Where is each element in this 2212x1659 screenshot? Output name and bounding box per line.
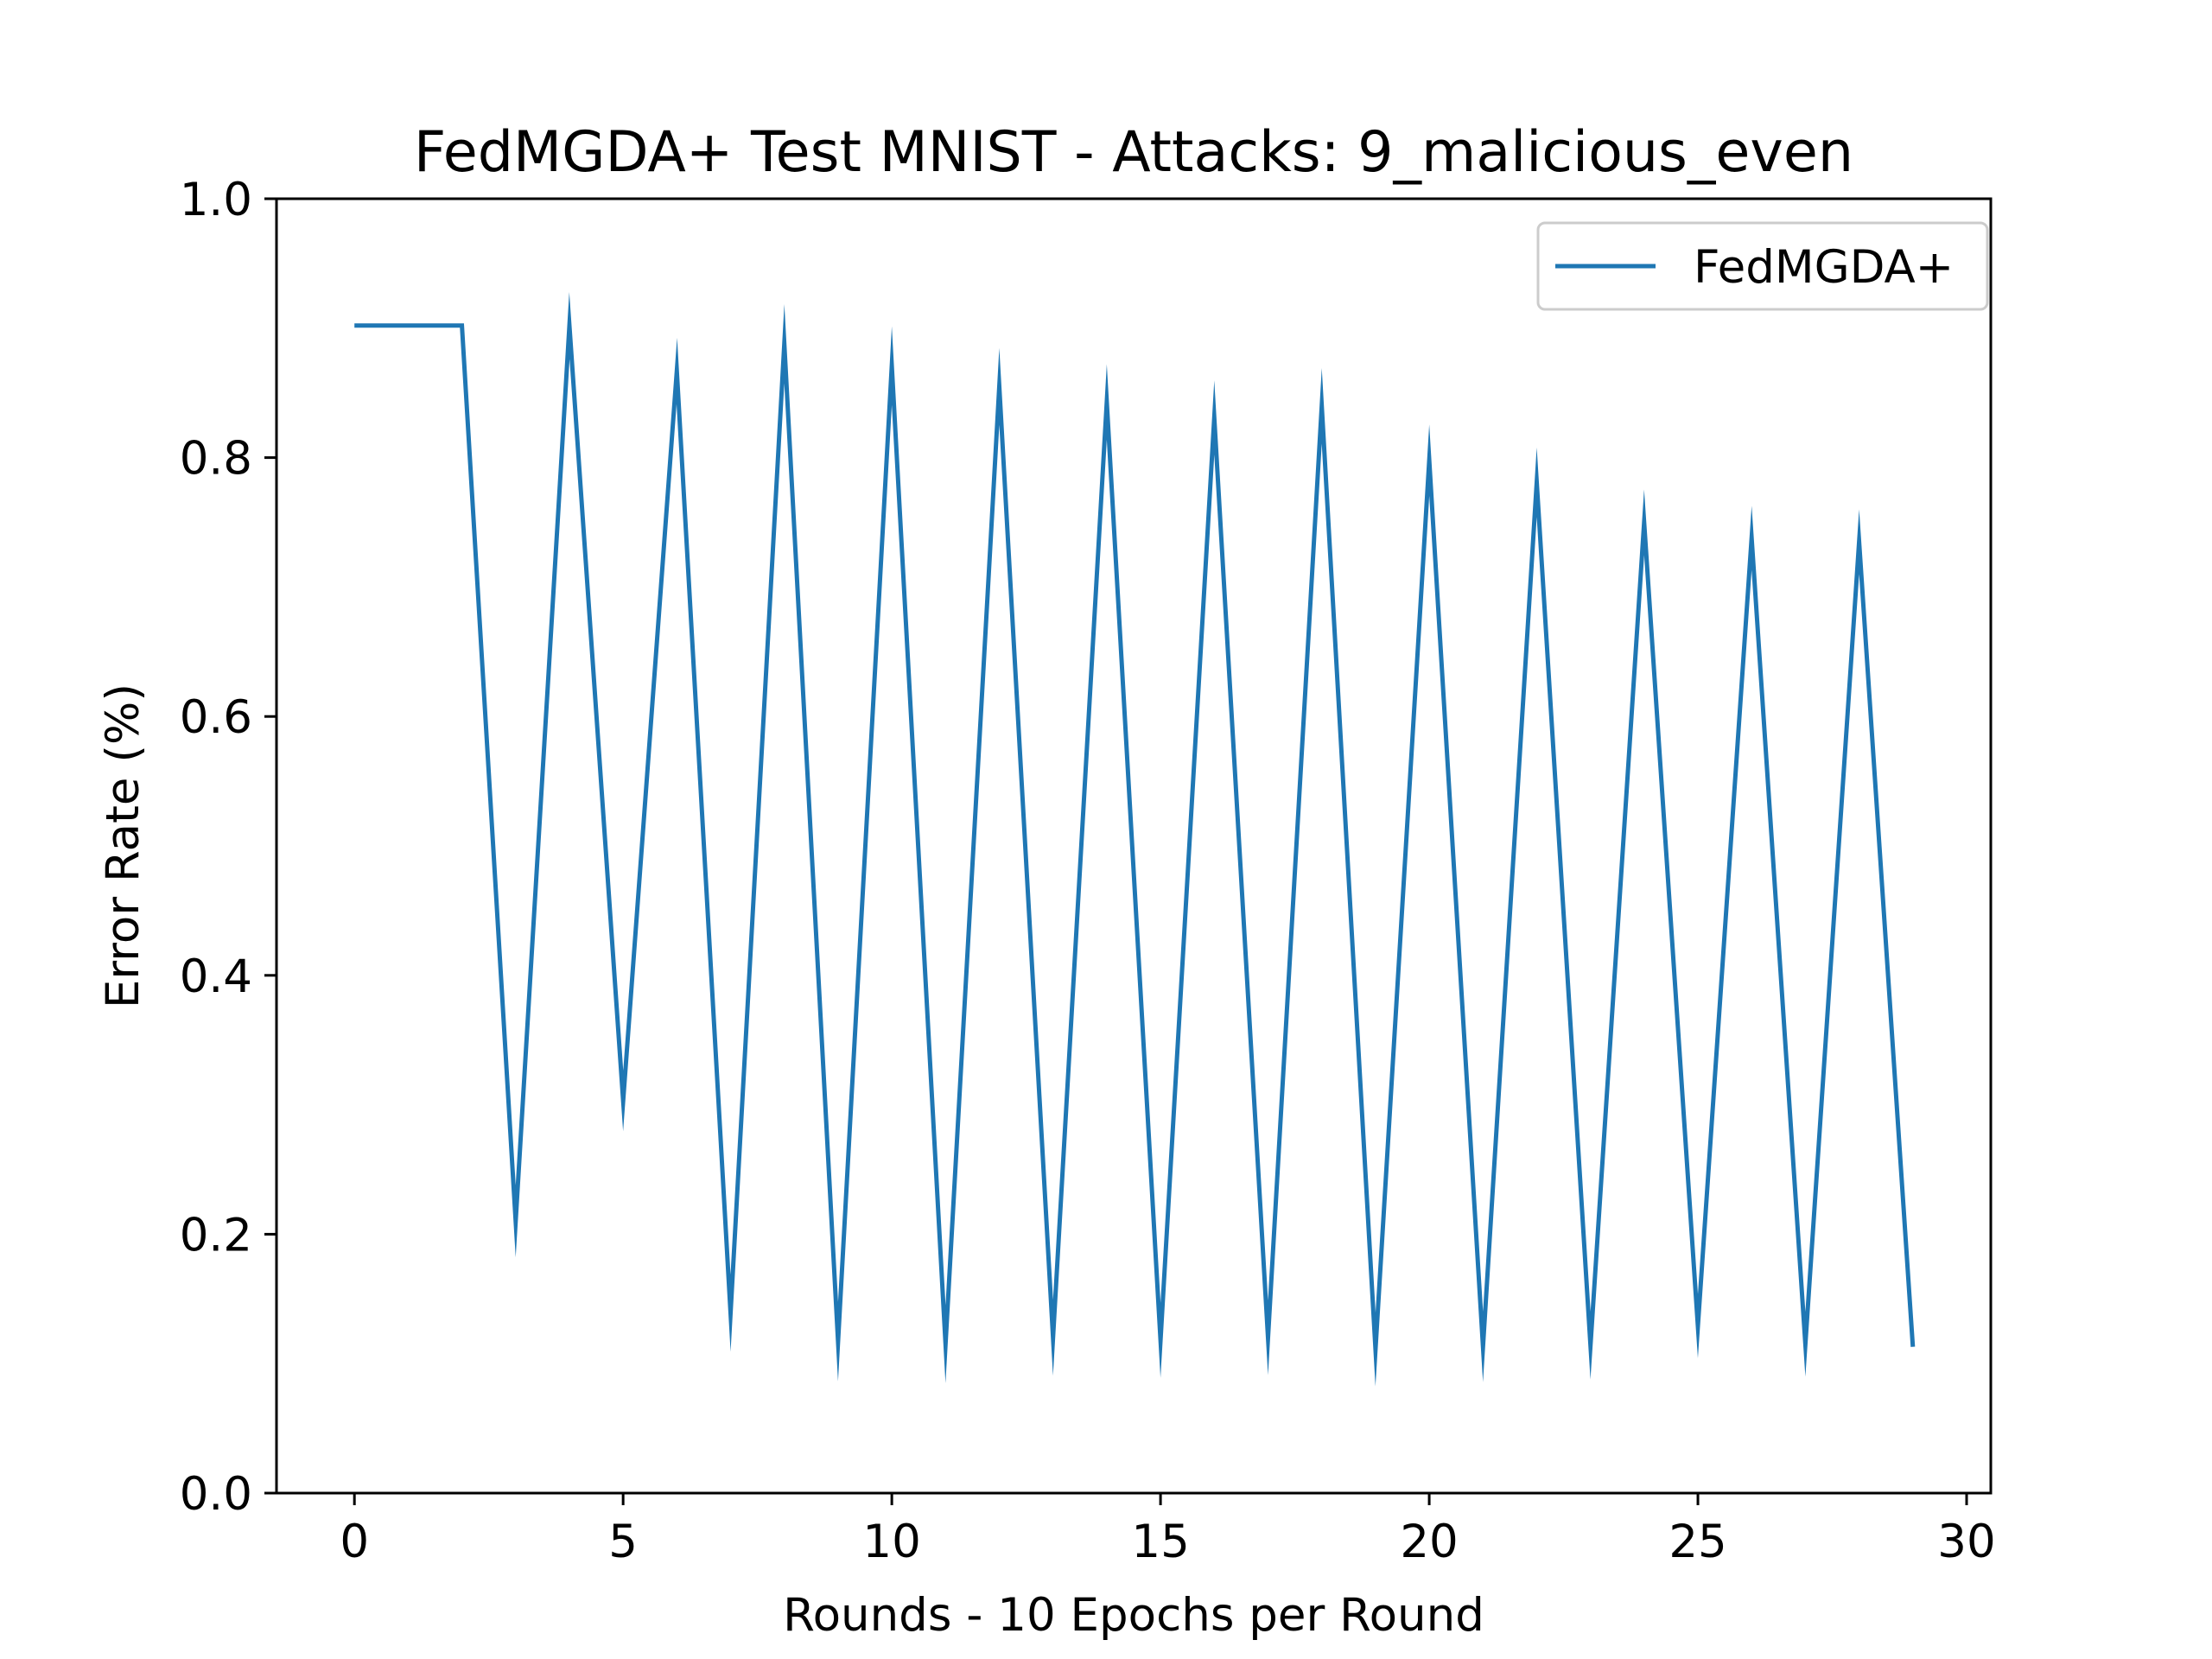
x-tick-label: 15 [1131, 1516, 1189, 1568]
x-tick-label: 20 [1400, 1516, 1458, 1568]
x-tick-label: 25 [1669, 1516, 1726, 1568]
legend: FedMGDA+ [1536, 221, 1989, 311]
y-tick-label: 0.2 [180, 1209, 252, 1262]
y-tick-label: 0.8 [180, 433, 252, 486]
plot-area-frame [275, 197, 1993, 1495]
y-axis-ticks: 0.0 0.2 0.4 0.6 0.8 1.0 [180, 174, 276, 1521]
x-tick-label: 30 [1937, 1516, 1995, 1568]
x-axis-ticks: 0 5 10 15 20 25 30 [340, 1493, 1996, 1568]
y-axis-label: Error Rate (%) [97, 683, 149, 1008]
x-tick-label: 5 [608, 1516, 638, 1568]
y-tick-label: 0.4 [180, 950, 252, 1003]
y-tick-label: 0.0 [180, 1468, 252, 1521]
y-tick-label: 1.0 [180, 174, 252, 226]
chart-title: FedMGDA+ Test MNIST - Attacks: 9_malicio… [414, 120, 1853, 185]
legend-box [1536, 221, 1989, 311]
legend-label-fedmgda: FedMGDA+ [1694, 241, 1954, 294]
series-layer [354, 292, 1916, 1387]
series-line-fedmgda [354, 292, 1916, 1387]
x-tick-label: 0 [340, 1516, 369, 1568]
x-tick-label: 10 [862, 1516, 920, 1568]
y-tick-label: 0.6 [180, 691, 252, 744]
x-axis-label: Rounds - 10 Epochs per Round [783, 1589, 1484, 1642]
